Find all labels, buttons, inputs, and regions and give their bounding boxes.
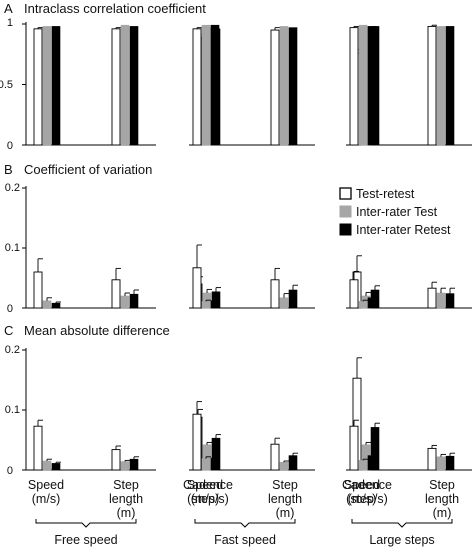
panel-c-bar-test-retest-1 [111, 449, 121, 471]
condition-label-0: Free speed [54, 533, 117, 547]
panel-b-letter: B [4, 162, 13, 177]
panel-a-bar-inter-rater-retest-4 [288, 27, 298, 146]
condition-label-1: Fast speed [214, 533, 276, 547]
panel-c-bar-test-retest-4 [270, 443, 280, 471]
panel-b-bar-inter-rater-retest-0 [51, 302, 61, 309]
condition-braces: Free speed Fast speed Large steps [35, 519, 453, 547]
panel-b-ytick-label-0: 0 [7, 303, 13, 315]
panel-b-bar-inter-rater-test-0 [42, 300, 52, 309]
panel-a-bar-inter-rater-retest-0 [51, 26, 61, 146]
panel-a-bar-test-retest-3 [192, 28, 202, 146]
panel-a: A Intraclass correlation coefficient 1 0… [0, 1, 472, 152]
legend-swatch-inter-rater-retest [339, 223, 352, 236]
panel-b-bar-inter-rater-test-6 [358, 301, 368, 309]
panel-b-bar-test-retest-4 [270, 279, 280, 309]
x-label-1-0: Speed (m/s) [187, 478, 223, 506]
x-axis-labels: Speed (m/s)Step length (m)Cadence (step/s)Sp… [28, 478, 459, 520]
panel-c-title: Mean absolute difference [24, 323, 170, 338]
panel-c-bar-test-retest-3 [192, 413, 202, 471]
panel-c-bar-inter-rater-retest-4 [288, 455, 298, 471]
legend-swatch-inter-rater-test [339, 205, 352, 218]
panel-b-bar-inter-rater-test-3 [201, 301, 211, 309]
panel-a-bar-test-retest-4 [270, 29, 280, 146]
x-label-1-1: Step length (m) [268, 478, 302, 520]
panel-a-bar-inter-rater-test-7 [436, 26, 446, 146]
panel-c-bar-inter-rater-test-6 [358, 460, 368, 471]
panel-a-bar-test-retest-1 [111, 28, 121, 146]
panel-b-bar-test-retest-1 [111, 279, 121, 309]
panel-c-bar-inter-rater-retest-3 [210, 457, 220, 471]
panel-b-bar-test-retest-6 [349, 279, 359, 309]
panel-c-bar-inter-rater-retest-7 [445, 455, 455, 471]
panel-c-ytick-label-0: 0 [7, 465, 13, 477]
panel-b-bar-test-retest-3 [192, 267, 202, 309]
panel-a-letter: A [4, 1, 13, 16]
panel-b-bar-inter-rater-retest-1 [129, 293, 139, 309]
panel-c-bar-test-retest-6 [349, 425, 359, 471]
panel-a-title: Intraclass correlation coefficient [24, 1, 206, 16]
panel-a-ytick-label-0: 0 [7, 140, 13, 152]
panel-a-bar-test-retest-0 [33, 28, 43, 146]
panel-c-bar-test-retest-0 [33, 425, 43, 471]
brace-1 [194, 519, 296, 528]
panel-b-bar-inter-rater-retest-4 [288, 289, 298, 309]
panel-a-bar-inter-rater-test-3 [201, 24, 211, 146]
x-label-2-0: Speed (m/s) [344, 478, 380, 506]
panel-a-bar-test-retest-7 [427, 25, 437, 146]
panel-c-bar-inter-rater-test-7 [436, 456, 446, 471]
panel-a-bar-inter-rater-test-1 [120, 24, 130, 146]
panel-b-bar-inter-rater-test-7 [436, 292, 446, 309]
panel-c-bar-inter-rater-retest-1 [129, 458, 139, 471]
legend-label-test-retest: Test-retest [356, 187, 415, 201]
panel-b-ytick-label-01: 0.1 [5, 242, 20, 254]
panel-a-ytick-label-05: 0.5 [0, 79, 13, 91]
panel-b: B Coefficient of variation 0.2 0.1 0 Tes… [4, 162, 472, 315]
panel-c-bars [22, 349, 472, 471]
panel-c-bar-inter-rater-test-0 [42, 460, 52, 471]
panel-a-bar-inter-rater-retest-7 [445, 26, 455, 146]
panel-b-bar-test-retest-0 [33, 271, 43, 309]
panel-c: C Mean absolute difference 0.2 0.1 0 [4, 323, 472, 477]
panel-c-bar-test-retest-7 [427, 447, 437, 471]
x-label-0-2: Cadence (step/s) [183, 478, 233, 506]
panel-a-bar-inter-rater-retest-6 [367, 26, 377, 146]
panel-a-bar-inter-rater-retest-1 [129, 26, 139, 146]
panel-b-bar-inter-rater-retest-6 [367, 297, 377, 309]
panel-b-ytick-label-02: 0.2 [5, 182, 20, 194]
panel-b-title: Coefficient of variation [24, 162, 152, 177]
legend-swatch-test-retest [339, 187, 352, 200]
x-label-0-1: Step length (m) [109, 478, 143, 520]
brace-0 [35, 519, 137, 528]
legend: Test-retest Inter-rater Test Inter-rater… [339, 187, 451, 237]
panel-c-ytick-label-02: 0.2 [5, 344, 20, 356]
panel-a-bars [22, 23, 472, 146]
panel-b-bar-inter-rater-retest-7 [445, 293, 455, 309]
panel-c-bar-inter-rater-retest-6 [367, 455, 377, 471]
panel-c-bar-inter-rater-test-1 [120, 461, 130, 471]
x-label-1-2: Cadence (step/s) [342, 478, 392, 506]
panel-b-bar-inter-rater-test-4 [279, 297, 289, 309]
panel-c-ytick-label-01: 0.1 [5, 404, 20, 416]
panel-a-bar-inter-rater-test-6 [358, 24, 368, 146]
brace-2 [351, 519, 453, 528]
legend-label-inter-rater-retest: Inter-rater Retest [356, 223, 451, 237]
panel-c-bar-inter-rater-retest-0 [51, 463, 61, 471]
condition-label-2: Large steps [369, 533, 434, 547]
panel-b-bars [22, 187, 472, 309]
panel-c-bar-inter-rater-test-4 [279, 461, 289, 471]
x-label-0-0: Speed (m/s) [28, 478, 64, 506]
panel-a-bar-inter-rater-test-4 [279, 26, 289, 146]
panel-b-bar-test-retest-7 [427, 287, 437, 309]
panel-b-bar-inter-rater-retest-3 [210, 300, 220, 309]
legend-label-inter-rater-test: Inter-rater Test [356, 205, 438, 219]
panel-b-bar-inter-rater-test-1 [120, 295, 130, 309]
panel-a-bar-inter-rater-test-0 [42, 26, 52, 146]
panel-a-bar-test-retest-6 [349, 27, 359, 146]
panel-c-letter: C [4, 323, 13, 338]
panel-a-ytick-label-1: 1 [7, 17, 13, 29]
panel-a-bar-inter-rater-retest-3 [210, 24, 220, 146]
panel-c-bar-inter-rater-test-3 [201, 458, 211, 471]
x-label-2-1: Step length (m) [425, 478, 459, 520]
